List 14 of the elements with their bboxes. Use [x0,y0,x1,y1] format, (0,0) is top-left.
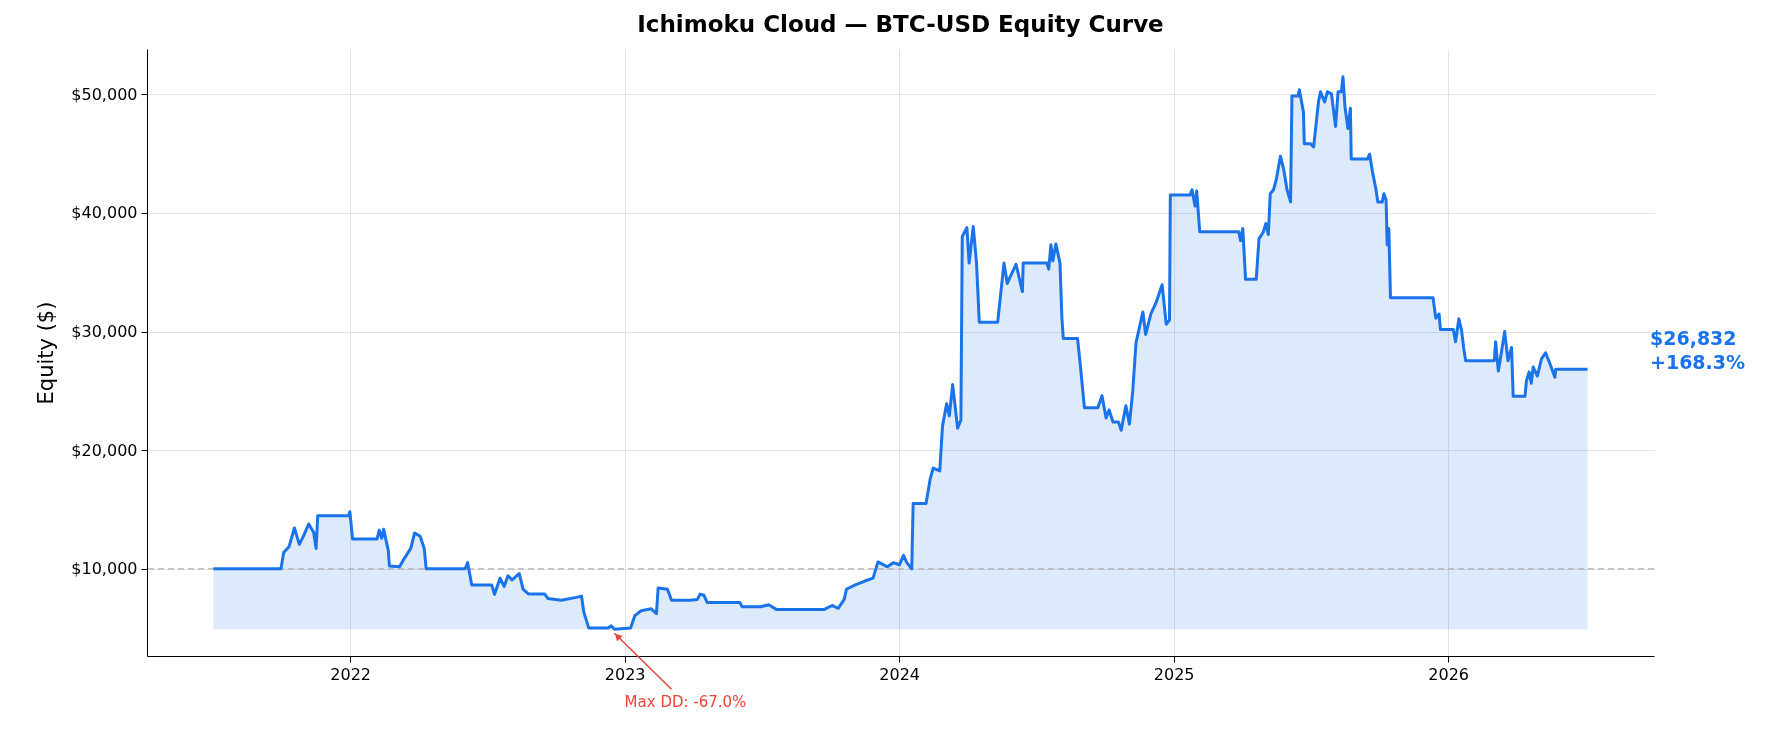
x-tick-label: 2025 [1153,664,1195,684]
y-tick-label: $20,000 [71,440,138,460]
y-tick-label: $30,000 [71,322,138,342]
x-tick-label: 2026 [1428,664,1469,684]
x-tick-label: 2024 [879,664,920,684]
y-axis-title: Equity ($) [34,301,59,405]
y-tick-label: $50,000 [71,84,138,104]
y-tick-label: $40,000 [71,203,138,223]
annotation: Max DD: -67.0% [624,693,747,712]
y-tick-label: $10,000 [71,559,138,579]
x-tick-label: 2022 [330,664,371,684]
chart-title: Ichimoku Cloud — BTC-USD Equity Curve [637,11,1164,37]
annotation: $26,832 +168.3% [1650,327,1746,374]
x-tick-label: 2023 [604,664,646,684]
